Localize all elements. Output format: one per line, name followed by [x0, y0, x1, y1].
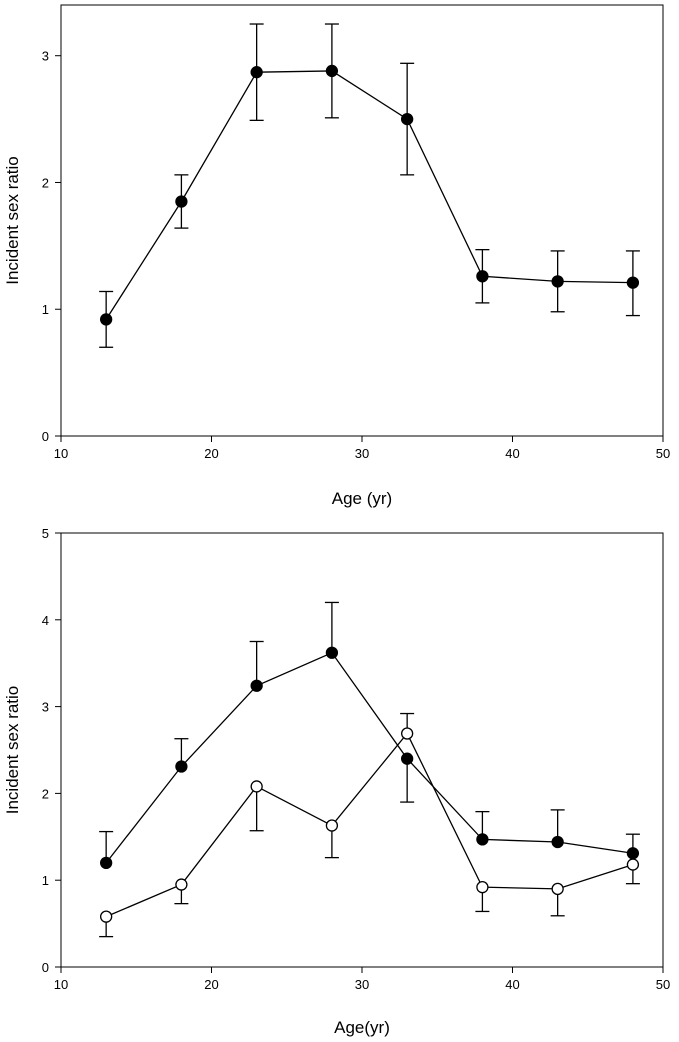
data-point — [325, 646, 339, 659]
plot-frame — [60, 4, 664, 437]
data-point — [100, 856, 113, 869]
x-tick-label: 30 — [355, 446, 369, 461]
data-point — [250, 780, 263, 793]
data-point — [476, 270, 489, 283]
y-axis-title: Incident sex ratio — [3, 686, 22, 815]
x-tick-label: 10 — [54, 977, 68, 992]
x-axis-title: Age(yr) — [334, 1018, 390, 1037]
x-tick-label: 40 — [505, 977, 519, 992]
x-tick-label: 10 — [54, 446, 68, 461]
x-axis-title: Age (yr) — [332, 489, 392, 508]
data-point — [400, 752, 414, 765]
data-point — [551, 835, 564, 849]
y-tick-label: 3 — [42, 49, 49, 64]
data-point — [175, 878, 188, 891]
data-point — [626, 858, 640, 871]
y-tick-label: 0 — [42, 429, 49, 444]
data-point — [175, 760, 188, 773]
data-point — [175, 195, 188, 208]
top-chart: 10 20 30 40 50 0 1 2 3 Age (yr) Incident sex ratio — [3, 4, 670, 508]
bottom-chart: 10 20 30 40 50 0 1 2 3 4 5 Age(yr) Incident sex rati… — [3, 526, 670, 1037]
x-tick-label: 50 — [656, 446, 670, 461]
series-open — [99, 712, 640, 938]
plot-frame — [60, 532, 664, 968]
y-tick-label: 2 — [42, 786, 49, 801]
data-point — [626, 847, 640, 860]
data-point — [551, 275, 564, 288]
y-tick-label: 5 — [42, 526, 49, 541]
data-point — [100, 313, 113, 326]
data-point — [100, 910, 113, 923]
data-point — [551, 882, 564, 896]
series-line — [105, 651, 633, 864]
series-line — [105, 732, 634, 918]
series-all — [99, 23, 640, 348]
y-tick-label: 3 — [42, 700, 49, 715]
data-point — [325, 64, 339, 78]
data-point — [250, 66, 263, 79]
data-point — [626, 276, 640, 289]
y-tick-label: 1 — [42, 302, 49, 317]
data-point — [476, 880, 489, 894]
y-tick-label: 1 — [42, 873, 49, 888]
x-tick-label: 40 — [505, 446, 519, 461]
x-tick-label: 50 — [656, 977, 670, 992]
data-point — [400, 727, 414, 740]
data-point — [400, 112, 414, 126]
series-filled — [99, 601, 640, 869]
data-point — [250, 679, 263, 692]
x-tick-label: 20 — [204, 977, 218, 992]
x-tick-label: 30 — [355, 977, 369, 992]
series-line — [105, 70, 633, 320]
data-point — [325, 819, 339, 832]
y-tick-label: 0 — [42, 960, 49, 975]
y-tick-label: 2 — [42, 175, 49, 190]
x-tick-label: 20 — [204, 446, 218, 461]
y-axis-title: Incident sex ratio — [3, 156, 22, 285]
y-tick-label: 4 — [42, 613, 49, 628]
data-point — [476, 833, 489, 846]
